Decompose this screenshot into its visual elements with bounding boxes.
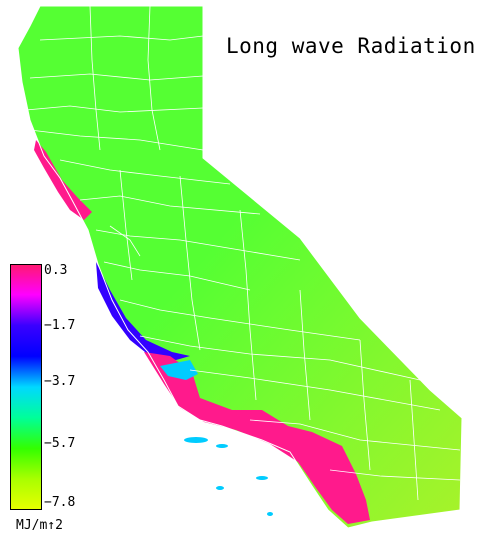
channel-islands [184,437,273,516]
island [184,437,208,443]
legend-tick-label: −5.7 [44,436,76,451]
state-shape [18,6,462,528]
legend-frame [10,264,42,510]
coast-band-south-cyan [160,360,198,380]
state-border [17,5,463,529]
map-title: Long wave Radiation [226,34,476,58]
coast-band-central [96,262,190,360]
coast-band-north [34,140,92,220]
island [267,512,273,516]
legend-tick-label: −1.7 [44,318,76,333]
legend-color-bar [10,264,42,510]
legend-tick-label: −7.8 [44,495,76,510]
county-boundaries [25,5,461,501]
legend-tick-label: −3.7 [44,374,76,389]
legend-tick-label: 0.3 [44,263,68,278]
island [216,444,228,448]
island [216,486,224,490]
legend-unit-label: MJ/m↑2 [16,518,63,533]
island [256,476,268,480]
